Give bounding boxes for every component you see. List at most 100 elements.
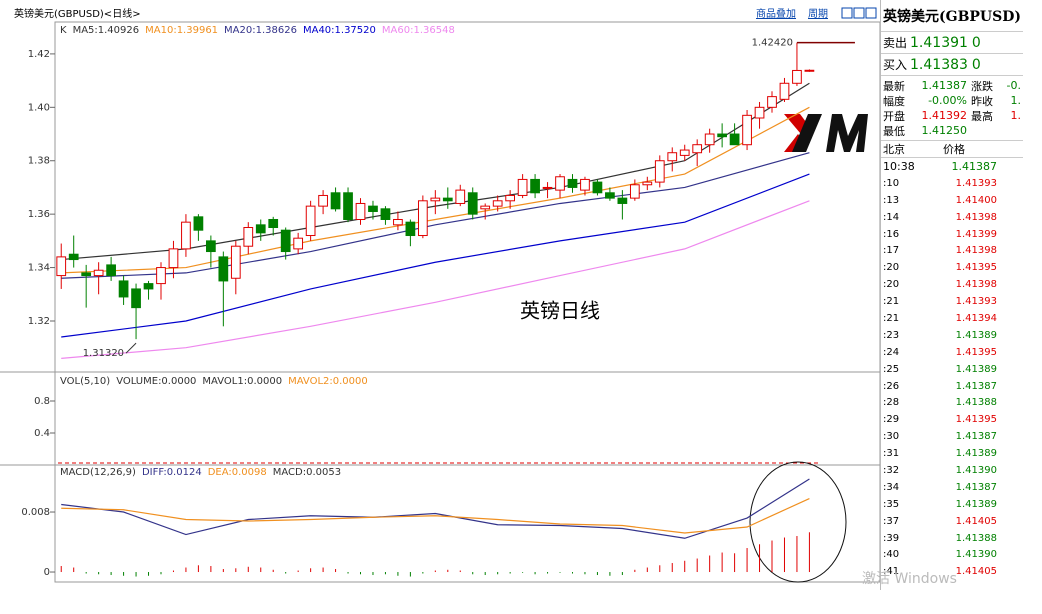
candle-body xyxy=(455,189,466,204)
candle-body xyxy=(405,221,416,237)
stat-row: 幅度 -0.00% 昨收 1. xyxy=(883,93,1023,108)
candle-body xyxy=(305,205,316,237)
quote-stats: 最新 1.41387 涨跌 -0. 幅度 -0.00% 昨收 1. 开盘 1.41392 最高 1. 最… xyxy=(881,76,1023,141)
candle-body xyxy=(480,205,491,210)
candle-body xyxy=(567,178,578,188)
tick-time: :30 xyxy=(883,431,900,443)
legend-entry: MAVOL2:0.0000 xyxy=(288,376,368,387)
tick-price: 1.41400 xyxy=(955,194,997,206)
chart: 英镑美元(GBPUSD)<日线> 商品叠加 周期 英镑日线 K MA5:1.409… xyxy=(0,7,880,583)
tick-price: 1.41389 xyxy=(955,448,997,460)
tick-time: :17 xyxy=(883,245,900,257)
stat-value: -0. xyxy=(1006,79,1021,92)
tick-price: 1.41388 xyxy=(955,532,997,544)
tick-time: :31 xyxy=(883,448,900,460)
candle-body xyxy=(617,197,628,204)
legend-entry: VOL(5,10) xyxy=(60,376,110,387)
tick-price: 1.41389 xyxy=(955,363,997,375)
y-tick-label: 1.34 xyxy=(28,263,50,274)
tick-row: :25 1.41389 xyxy=(881,361,1023,378)
tick-price: 1.41390 xyxy=(955,549,997,561)
tick-time: :32 xyxy=(883,464,900,476)
indicator-line xyxy=(61,152,810,279)
tick-price: 1.41390 xyxy=(955,464,997,476)
toolbar-button[interactable]: 商品叠加 xyxy=(756,7,796,20)
candle-body xyxy=(368,205,378,212)
tick-row: :35 1.41389 xyxy=(881,496,1023,513)
tick-time: :37 xyxy=(883,515,900,527)
tick-price: 1.41398 xyxy=(955,279,997,291)
legend-entry: MA40:1.37520 xyxy=(303,25,376,36)
candle-body xyxy=(767,96,777,108)
legend-entry: MA20:1.38626 xyxy=(224,25,297,36)
tick-price: 1.41389 xyxy=(955,329,997,341)
candle-body xyxy=(293,237,304,250)
stat-label: 昨收 xyxy=(971,94,993,108)
tick-time: :16 xyxy=(883,228,900,240)
tick-time: :21 xyxy=(883,312,900,324)
candle-body xyxy=(667,152,678,162)
stat-value: 1.41250 xyxy=(921,124,968,137)
candle-body xyxy=(68,253,79,261)
tick-row: :21 1.41394 xyxy=(881,310,1023,327)
quote-label: 买入 xyxy=(883,58,908,72)
tick-row: :32 1.41390 xyxy=(881,462,1023,479)
quote-row: 买入 1.41383 0 xyxy=(881,54,1023,76)
candle-body xyxy=(629,184,640,199)
y-tick-label: 1.42 xyxy=(28,49,50,60)
tick-time: :35 xyxy=(883,498,900,510)
tick-row: :26 1.41387 xyxy=(881,378,1023,395)
candle-body xyxy=(779,82,790,100)
tick-row: :16 1.41399 xyxy=(881,226,1023,243)
annotation-label: 1.42420 xyxy=(752,38,793,49)
tick-price: 1.41387 xyxy=(951,159,998,173)
candle-body xyxy=(742,114,752,146)
y-tick-label: 1.40 xyxy=(28,102,50,113)
icon[interactable] xyxy=(841,7,853,19)
tick-row: :31 1.41389 xyxy=(881,445,1023,462)
stat-row: 开盘 1.41392 最高 1. xyxy=(883,108,1023,123)
tick-price: 1.41389 xyxy=(955,498,997,510)
tick-row: :40 1.41390 xyxy=(881,546,1023,563)
icon[interactable] xyxy=(853,7,865,19)
quote-value: 1.41383 xyxy=(910,56,968,73)
indicator-line xyxy=(61,82,810,261)
indicator-line xyxy=(61,106,810,274)
candle-body xyxy=(417,200,428,237)
tick-price: 1.41393 xyxy=(955,296,997,308)
candle-body xyxy=(442,197,453,202)
candle-body xyxy=(156,267,166,285)
tick-row: :10 1.41393 xyxy=(881,175,1023,192)
tick-time: :13 xyxy=(883,194,900,206)
stat-label: 最新 xyxy=(883,79,905,93)
tick-row: :14 1.41398 xyxy=(881,209,1023,226)
tick-row: :21 1.41393 xyxy=(881,293,1023,310)
stat-label: 涨跌 xyxy=(971,79,993,93)
tick-row: :41 1.41405 xyxy=(881,563,1023,580)
indicator-line xyxy=(61,478,810,539)
candle-body xyxy=(243,227,254,247)
icon[interactable] xyxy=(865,7,877,19)
candle-body xyxy=(754,106,765,119)
tick-header: 北京 价格 xyxy=(881,141,1023,158)
candle-body xyxy=(255,224,266,234)
candle-body xyxy=(143,283,154,290)
indicator-line xyxy=(61,173,810,338)
toolbar-button[interactable]: 周期 xyxy=(808,8,828,20)
stat-value: -0.00% xyxy=(928,94,967,107)
candle-body xyxy=(704,133,715,146)
tick-time: :10 xyxy=(883,177,900,189)
indicator-line xyxy=(61,200,810,359)
candle-body xyxy=(542,186,553,189)
tick-row: :29 1.41395 xyxy=(881,411,1023,428)
y-tick-label: 0.8 xyxy=(34,396,50,407)
tick-row: :24 1.41395 xyxy=(881,344,1023,361)
window-icons[interactable] xyxy=(841,7,877,19)
candle-body xyxy=(230,245,241,279)
indicator-line xyxy=(61,497,810,534)
stat-value: 1.41387 xyxy=(921,79,968,92)
tick-row: :13 1.41400 xyxy=(881,192,1023,209)
tick-price: 1.41394 xyxy=(955,312,997,324)
tick-row: :28 1.41388 xyxy=(881,394,1023,411)
tick-time: :20 xyxy=(883,262,900,274)
